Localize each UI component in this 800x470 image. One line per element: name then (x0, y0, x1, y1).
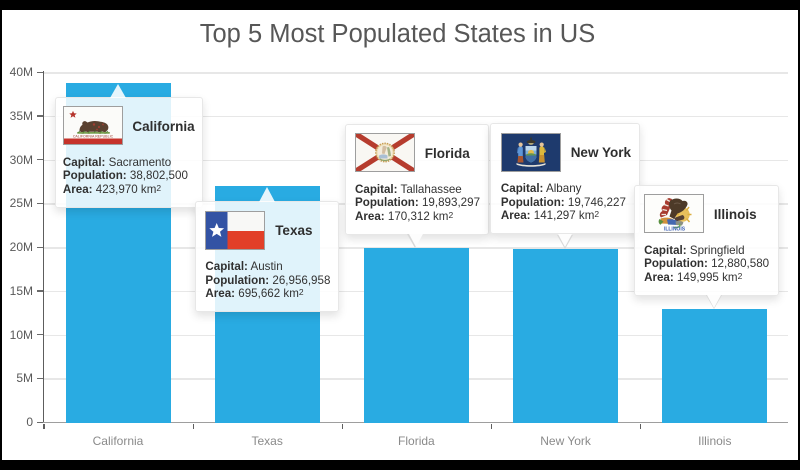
svg-text:CALIFORNIA REPUBLIC: CALIFORNIA REPUBLIC (73, 135, 114, 139)
svg-text:ILLINOIS: ILLINOIS (664, 227, 686, 233)
